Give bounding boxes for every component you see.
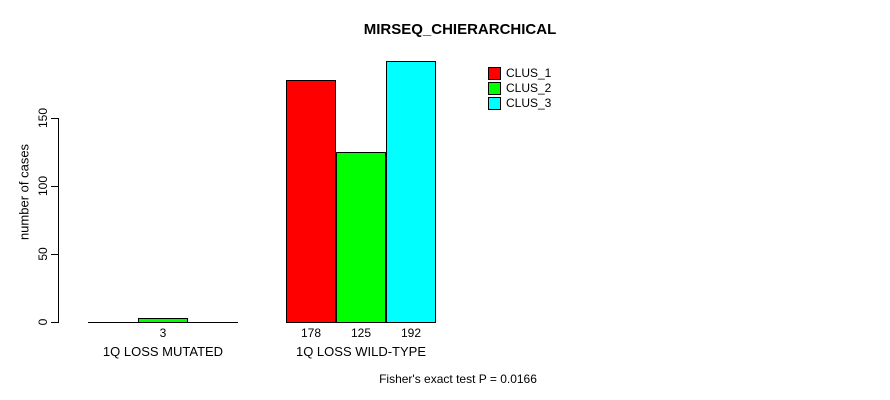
y-axis-tick	[51, 254, 59, 255]
x-axis-label-group2: 1Q LOSS WILD-TYPE	[295, 344, 427, 359]
bar-clus_2-group1	[138, 318, 188, 323]
y-axis-tick	[51, 118, 59, 119]
legend-label: CLUS_3	[506, 96, 552, 110]
bar-value-label: 192	[400, 326, 422, 340]
y-axis-line	[58, 118, 59, 323]
bar-value-label: 178	[300, 326, 322, 340]
legend-item-clus_3: CLUS_3	[488, 96, 551, 111]
legend: CLUS_1 CLUS_2 CLUS_3	[488, 66, 551, 111]
y-axis-tick	[51, 186, 59, 187]
legend-swatch-clus_3	[488, 97, 501, 110]
bar-value-label: 3	[159, 326, 167, 340]
legend-label: CLUS_2	[506, 81, 552, 95]
y-axis-tick-label: 0	[36, 318, 50, 326]
bar-value-label: 125	[350, 326, 372, 340]
y-axis-tick-label: 100	[36, 175, 50, 197]
fisher-test-annotation: Fisher's exact test P = 0.0166	[379, 372, 537, 386]
x-axis-label-group1: 1Q LOSS MUTATED	[102, 344, 224, 359]
zero-bar-clus_1-group1	[88, 322, 138, 323]
bar-clus_3-group2	[386, 61, 436, 323]
legend-swatch-clus_1	[488, 67, 501, 80]
legend-item-clus_1: CLUS_1	[488, 66, 551, 81]
zero-bar-clus_3-group1	[188, 322, 238, 323]
legend-item-clus_2: CLUS_2	[488, 81, 551, 96]
y-axis-tick-label: 50	[36, 247, 50, 261]
y-axis-title: number of cases	[16, 143, 32, 241]
bar-clus_1-group2	[286, 80, 336, 323]
bar-clus_2-group2	[336, 152, 386, 323]
y-axis-tick-label: 150	[36, 107, 50, 129]
legend-swatch-clus_2	[488, 82, 501, 95]
legend-label: CLUS_1	[506, 66, 552, 80]
y-axis-tick	[51, 322, 59, 323]
chart-title: MIRSEQ_CHIERARCHICAL	[363, 21, 557, 38]
